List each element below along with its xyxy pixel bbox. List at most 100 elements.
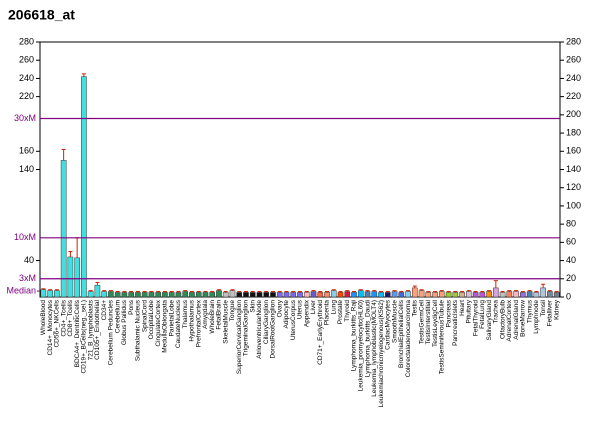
- bar: [337, 292, 344, 298]
- chart-title: 206618_at: [8, 7, 75, 23]
- x-tick-label: OlfactoryBulb: [499, 300, 506, 339]
- x-tick-label: PrefrontalCortex: [195, 299, 202, 347]
- y2-tick-label: 0: [566, 291, 571, 301]
- reference-label: Median: [6, 285, 36, 295]
- bar: [67, 256, 74, 298]
- x-tick-label: Skin: [249, 300, 256, 313]
- x-tick-label: Trachea: [493, 300, 500, 324]
- x-tick-label: BronchialEpithelialCells: [398, 299, 405, 368]
- x-tick-label: WholeBrain: [209, 300, 216, 334]
- bar: [121, 292, 128, 298]
- bar: [303, 292, 310, 298]
- x-tick-label: Liver: [310, 299, 317, 314]
- x-tick-label: Lymphoma_burkitts_Daudi: [364, 300, 371, 377]
- bar: [222, 292, 229, 298]
- bar: [317, 292, 324, 298]
- x-tick-label: TestisInterstitial: [425, 299, 432, 344]
- y2-tick-label: 280: [566, 36, 581, 46]
- bar: [243, 292, 249, 298]
- bar: [94, 284, 101, 298]
- x-tick-label: Heart: [459, 300, 466, 316]
- bar: [344, 291, 351, 298]
- bar: [189, 292, 195, 298]
- y2-tick-label: 260: [566, 55, 581, 65]
- bar: [445, 292, 452, 298]
- x-tick-label: Lymphnode: [533, 300, 540, 334]
- bar: [47, 290, 53, 298]
- x-tick-label: ParietalLobe: [168, 300, 175, 337]
- bar: [371, 291, 378, 298]
- x-tick-label: CD8+_Tcells: [67, 299, 74, 336]
- x-tick-label: Tonsil: [540, 299, 547, 316]
- x-tick-label: CD105+_Endothelial: [94, 299, 101, 359]
- x-tick-label: CD4+_Tcells: [60, 299, 67, 336]
- x-tick-label: TestisLeydigCell: [432, 299, 439, 347]
- x-tick-label: Placenta: [324, 300, 331, 326]
- bar: [101, 291, 107, 298]
- bar: [513, 291, 519, 298]
- bar: [175, 292, 182, 298]
- bar: [391, 291, 398, 298]
- bar: [526, 291, 533, 298]
- bar: [324, 292, 330, 298]
- x-tick-label: Uterus: [297, 299, 304, 319]
- bar: [479, 292, 486, 298]
- y2-tick-label: 20: [566, 273, 576, 283]
- bar: [432, 292, 438, 298]
- x-tick-label: CardiacMyocytes: [385, 299, 392, 350]
- x-tick-label: Prostate: [337, 300, 344, 325]
- x-tick-label: 721_B_lymphoblasts: [87, 299, 94, 360]
- bar: [459, 292, 465, 298]
- bar: [357, 290, 364, 298]
- y2-tick-label: 100: [566, 200, 581, 210]
- bar: [290, 292, 297, 298]
- x-tick-label: SalivaryGland: [486, 300, 493, 341]
- x-tick-label: CD14+_Monocytes: [47, 299, 54, 355]
- x-tick-label: BDCA4+_DentriticCells: [74, 299, 81, 367]
- bar: [330, 290, 337, 298]
- bar: [87, 291, 94, 298]
- x-tick-label: AtrioventricularNode: [256, 300, 263, 359]
- x-tick-label: Subthalamic Nucleus: [135, 299, 142, 361]
- bar: [60, 160, 67, 298]
- bar: [216, 290, 222, 298]
- bar: [81, 76, 87, 298]
- x-tick-label: Lymphoma_burkitts_Raji: [351, 300, 358, 371]
- bar: [499, 292, 506, 298]
- x-tick-label: Leukemia_promyelocytic(HL60): [357, 300, 364, 391]
- x-tick-label: AdrenalCortex: [506, 299, 513, 341]
- x-tick-label: CingulateCortex: [155, 299, 162, 346]
- bar: [155, 292, 161, 298]
- bar: [128, 292, 134, 298]
- bar: [439, 291, 445, 298]
- bar: [486, 291, 492, 298]
- x-tick-label: Fetalliver: [547, 299, 554, 326]
- bar: [108, 291, 114, 298]
- x-tick-label: TestisGermCell: [418, 299, 425, 344]
- bar: [547, 291, 553, 298]
- bar: [520, 292, 526, 298]
- bar: [263, 292, 270, 298]
- bar: [141, 292, 148, 298]
- x-tick-label: TestisSeminiferousTubule: [439, 300, 446, 375]
- x-tick-label: WholeBlood: [40, 300, 47, 335]
- bar: [364, 291, 371, 298]
- bar: [533, 292, 540, 298]
- bar: [540, 287, 546, 298]
- x-tick-label: Lung: [330, 300, 337, 315]
- x-tick-label: CD71+_EarlyErythroid: [317, 300, 324, 365]
- bar: [553, 292, 560, 298]
- x-tick-label: SmoothMuscle: [391, 300, 398, 343]
- bar: [425, 292, 432, 298]
- plot-frame: [39, 41, 561, 298]
- bar: [209, 292, 216, 298]
- x-tick-label: CD34+: [101, 300, 108, 321]
- bar: [182, 291, 189, 298]
- bar: [270, 292, 276, 298]
- y-tick-label: 40: [24, 255, 34, 265]
- x-tick-label: SpinalCord: [141, 300, 148, 333]
- bar: [493, 287, 499, 298]
- x-tick-label: CD19+_BCells(neg._sel.): [81, 300, 88, 374]
- x-tick-label: Globus Pallidus: [121, 299, 128, 345]
- x-tick-label: FetalBrain: [216, 300, 223, 330]
